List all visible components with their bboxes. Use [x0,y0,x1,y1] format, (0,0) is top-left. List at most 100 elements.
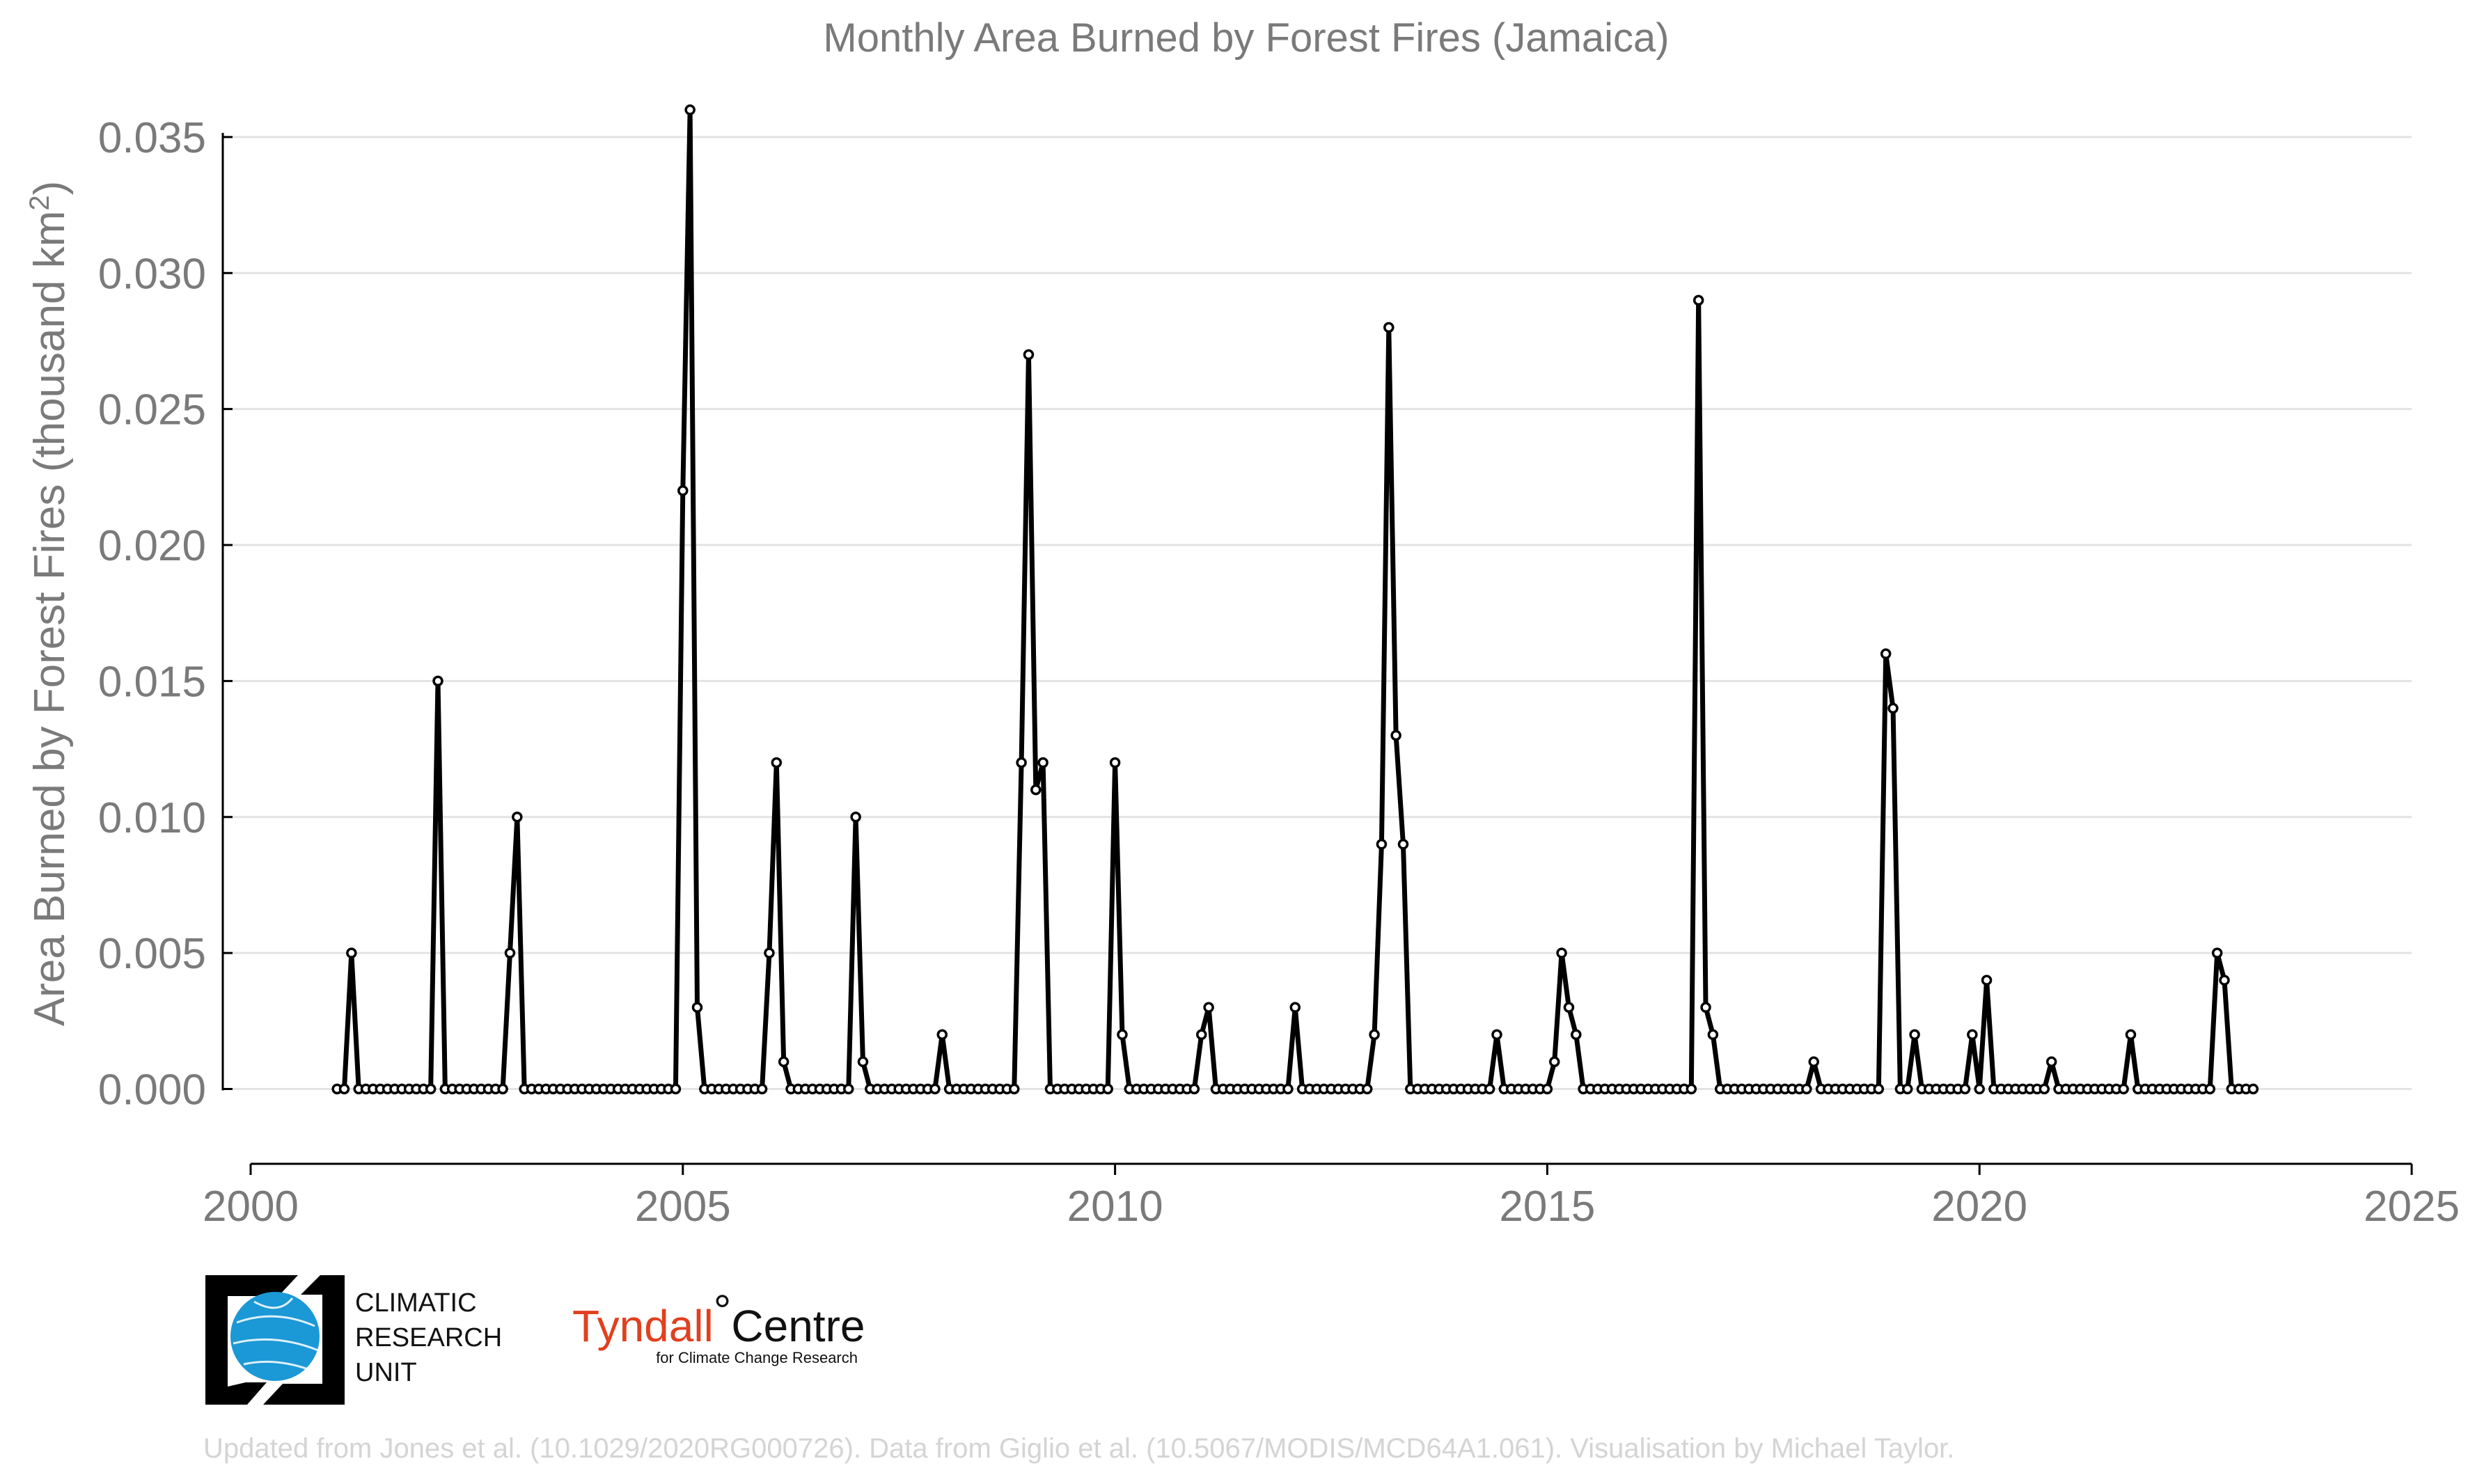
x-tick-label: 2010 [1067,1183,1163,1231]
data-point [2219,974,2230,986]
tyndall-logo: Tyndall°Centre for Climate Change Resear… [572,1286,865,1366]
data-point [2045,1056,2057,1068]
data-point [764,947,775,958]
data-point [1390,729,1401,741]
y-tick-label: 0.025 [98,386,206,434]
data-point [1117,1029,1128,1041]
data-point [1289,1002,1301,1013]
y-tick-label: 0.000 [98,1066,206,1114]
data-point [1109,757,1121,768]
data-point [1967,1029,1978,1041]
data-point [778,1056,790,1068]
data-point [1556,947,1567,958]
data-point [677,485,689,496]
data-point [2125,1029,2137,1041]
data-point [2211,947,2223,958]
chart-title: Monthly Area Burned by Forest Fires (Jam… [823,15,1669,61]
data-point [1541,1083,1553,1095]
data-point [1196,1029,1207,1041]
tyndall-logo-subtitle: for Climate Change Research [656,1349,858,1366]
data-point [425,1083,437,1095]
data-point [497,1083,508,1095]
x-tick-label: 2000 [203,1183,299,1231]
data-point [346,947,357,958]
gridlines [223,136,2412,1090]
data-point [1397,839,1409,850]
data-point [771,757,783,768]
data-point [1282,1083,1294,1095]
data-point [1700,1002,1711,1013]
data-point [670,1083,682,1095]
series-line [337,107,2254,1091]
y-axis-title-main: Area Burned by Forest Fires (thousand km [26,211,74,1027]
data-point [1571,1029,1582,1041]
cru-logo-line-2: RESEARCH [355,1323,502,1352]
y-axis-title-superscript: 2 [24,195,55,210]
credit-line: Updated from Jones et al. (10.1029/2020R… [203,1433,1954,1464]
data-point [1549,1056,1560,1068]
data-point [1102,1083,1113,1095]
data-point [1376,839,1388,850]
cru-logo-line-3: UNIT [355,1358,417,1387]
data-point [432,675,443,687]
data-point [1873,1083,1885,1095]
data-point [1491,1029,1502,1041]
data-point [1974,1083,1985,1095]
data-point [1484,1083,1495,1095]
data-point [1361,1083,1373,1095]
data-point [2204,1083,2216,1095]
data-point [1023,349,1035,361]
series-area-burned [331,104,2259,1095]
data-point [1016,757,1027,768]
data-point [1686,1083,1697,1095]
data-point [1880,648,1892,660]
data-point [684,104,696,116]
x-axis: 2000 2005 2010 2015 2020 2025 [203,1162,2460,1231]
y-tick-label: 0.010 [98,794,206,842]
data-point [1188,1083,1200,1095]
data-point [857,1056,869,1068]
y-tick-label: 0.020 [98,522,206,570]
data-point [1909,1029,1920,1041]
y-tick-label: 0.015 [98,658,206,706]
data-point [1692,294,1704,306]
x-tick-label: 2015 [1499,1183,1595,1231]
x-tick-label: 2025 [2364,1183,2460,1231]
data-point [1030,784,1042,796]
data-point [1959,1083,1971,1095]
data-point [1203,1002,1214,1013]
data-point [1887,702,1899,714]
data-point [850,812,861,823]
data-point [1981,974,1993,986]
data-point [1037,757,1048,768]
data-point [756,1083,768,1095]
data-point [1901,1083,1913,1095]
tyndall-logo-degree: ° [714,1286,732,1336]
x-tick-label: 2005 [635,1183,731,1231]
data-point [1009,1083,1020,1095]
cru-logo: CLIMATIC RESEARCH UNIT [205,1275,502,1405]
data-point [1801,1083,1812,1095]
data-point [843,1083,854,1095]
data-point [2247,1083,2259,1095]
data-point [1369,1029,1380,1041]
data-point [929,1083,941,1095]
tyndall-logo-name: Tyndall [572,1301,714,1351]
data-point [504,947,516,958]
data-point [691,1002,703,1013]
tyndall-logo-title: Tyndall°Centre [572,1286,865,1351]
data-point [1563,1002,1575,1013]
globe-icon [230,1292,320,1381]
y-tick-label: 0.035 [98,114,206,162]
data-point [2039,1083,2050,1095]
data-point [1707,1029,1719,1041]
cru-logo-line-1: CLIMATIC [355,1288,477,1318]
data-point [936,1029,948,1041]
y-axis: 0.000 0.005 0.010 0.015 0.020 0.025 0.030 0.035 [98,114,233,1114]
y-axis-title: Area Burned by Forest Fires (thousand km… [24,181,74,1027]
data-point [338,1083,350,1095]
data-point [1383,322,1395,333]
data-point [512,812,523,823]
data-point [2118,1083,2129,1095]
